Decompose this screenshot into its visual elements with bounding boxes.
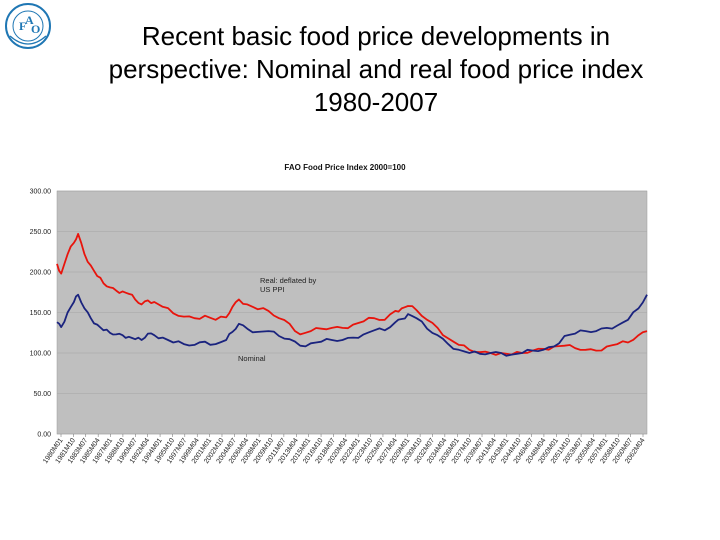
y-tick-label: 50.00 xyxy=(33,391,51,398)
y-tick-label: 200.00 xyxy=(30,270,52,277)
y-tick-label: 250.00 xyxy=(30,229,52,236)
chart-title: FAO Food Price Index 2000=100 xyxy=(284,163,406,172)
series-lines xyxy=(56,233,648,357)
series-line-nominal xyxy=(56,293,648,357)
slide-title-line1: Recent basic food price developments in xyxy=(141,21,611,51)
slide-title-line2: perspective: Nominal and real food price… xyxy=(108,54,644,84)
slide-title-line3: 1980-2007 xyxy=(313,87,439,117)
svg-text:A: A xyxy=(25,13,34,27)
y-tick-label: 100.00 xyxy=(30,351,52,358)
x-axis-ticks: 1980M011981M101983M071985M041987M011988M… xyxy=(42,434,647,465)
annotation-real-line2: US PPI xyxy=(260,285,285,294)
gridlines xyxy=(57,190,647,435)
y-tick-label: 150.00 xyxy=(30,310,52,317)
y-axis-ticks: 0.00 50.00 100.00 150.00 200.00 250.00 300.00 xyxy=(30,189,52,439)
slide-title: Recent basic food price developments in … xyxy=(36,20,716,119)
fao-logo-icon: F A O xyxy=(5,3,51,49)
annotation-nominal: Nominal xyxy=(238,354,266,363)
y-tick-label: 0.00 xyxy=(37,432,51,439)
svg-text:F: F xyxy=(19,19,26,33)
annotation-real-line1: Real: deflated by xyxy=(260,276,317,285)
svg-text:O: O xyxy=(31,22,40,36)
y-tick-label: 300.00 xyxy=(30,189,52,196)
